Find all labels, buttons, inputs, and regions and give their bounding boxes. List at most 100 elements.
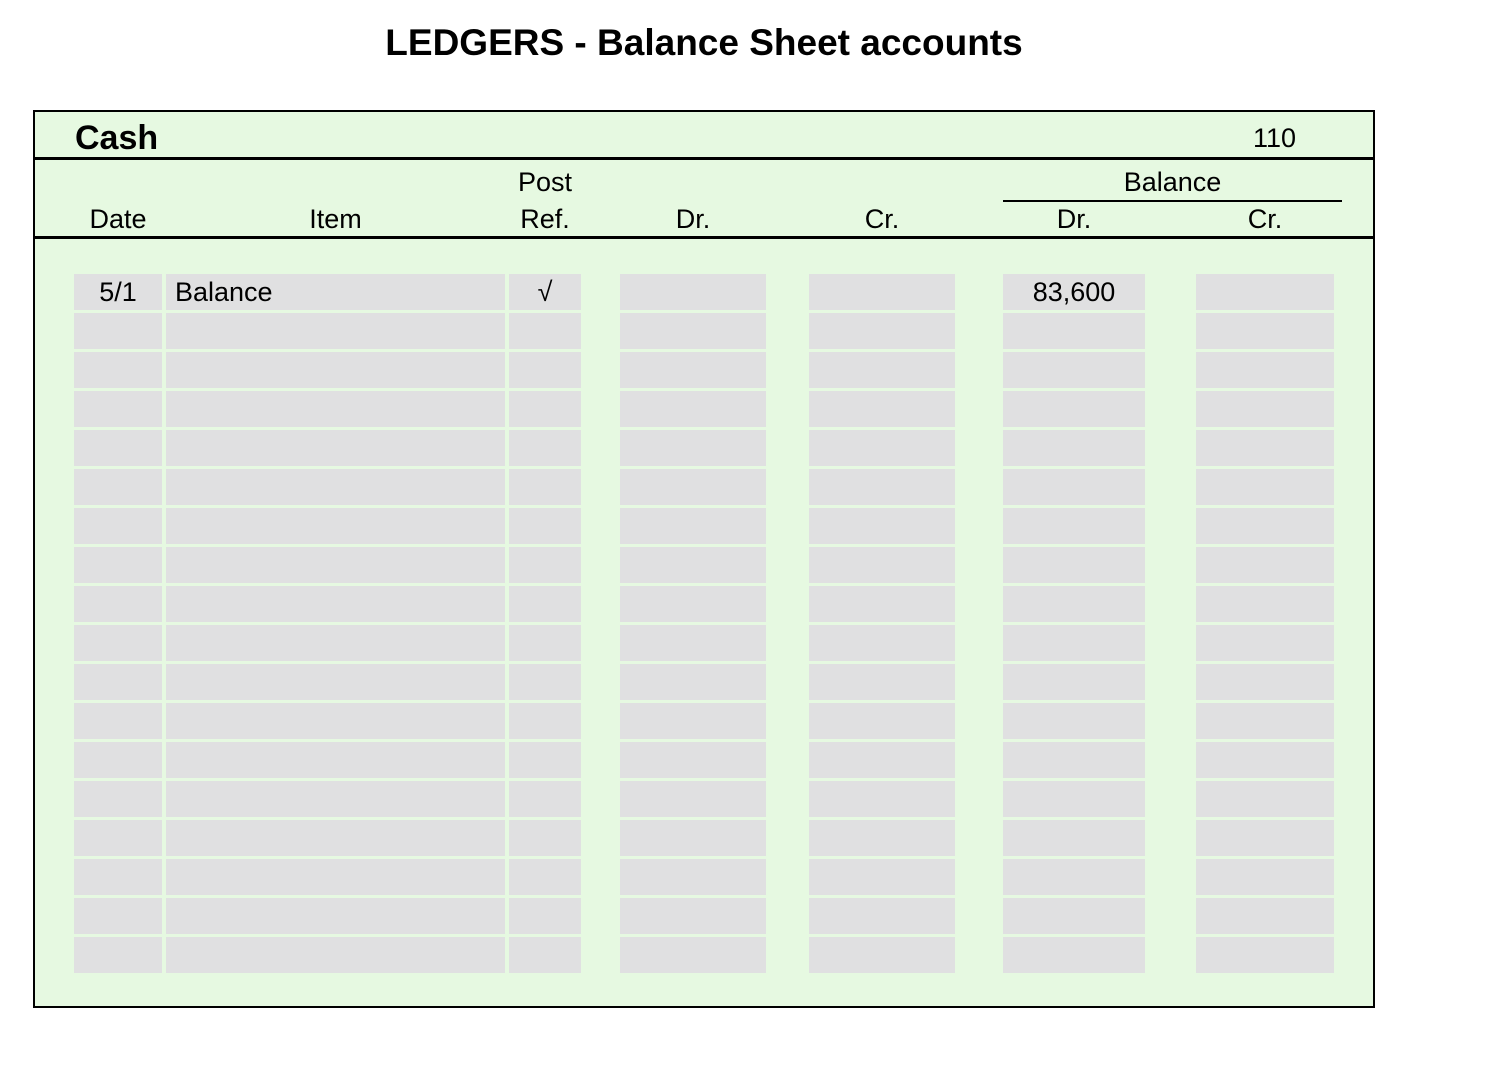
cell-dr[interactable]: [620, 898, 766, 934]
cell-item[interactable]: [166, 898, 505, 934]
cell-dr[interactable]: [620, 313, 766, 349]
cell-balance-cr[interactable]: [1196, 820, 1334, 856]
cell-cr[interactable]: [809, 664, 955, 700]
cell-date[interactable]: [74, 586, 162, 622]
cell-dr[interactable]: [620, 781, 766, 817]
cell-dr[interactable]: [620, 547, 766, 583]
cell-dr[interactable]: [620, 742, 766, 778]
cell-item[interactable]: [166, 430, 505, 466]
cell-balance-cr[interactable]: [1196, 586, 1334, 622]
cell-dr[interactable]: [620, 625, 766, 661]
cell-item[interactable]: [166, 625, 505, 661]
cell-item[interactable]: [166, 547, 505, 583]
cell-item[interactable]: [166, 742, 505, 778]
cell-dr[interactable]: [620, 274, 766, 310]
cell-balance-dr[interactable]: [1003, 625, 1145, 661]
cell-balance-dr[interactable]: [1003, 820, 1145, 856]
cell-date[interactable]: 5/1: [74, 274, 162, 310]
cell-dr[interactable]: [620, 586, 766, 622]
cell-post-ref[interactable]: [509, 859, 581, 895]
cell-date[interactable]: [74, 898, 162, 934]
cell-item[interactable]: [166, 703, 505, 739]
cell-cr[interactable]: [809, 898, 955, 934]
cell-balance-cr[interactable]: [1196, 313, 1334, 349]
cell-date[interactable]: [74, 742, 162, 778]
cell-balance-dr[interactable]: [1003, 937, 1145, 973]
cell-balance-dr[interactable]: [1003, 547, 1145, 583]
cell-balance-cr[interactable]: [1196, 352, 1334, 388]
cell-cr[interactable]: [809, 859, 955, 895]
cell-balance-dr[interactable]: [1003, 508, 1145, 544]
cell-dr[interactable]: [620, 937, 766, 973]
cell-item[interactable]: [166, 391, 505, 427]
cell-post-ref[interactable]: [509, 586, 581, 622]
cell-post-ref[interactable]: [509, 313, 581, 349]
cell-balance-dr[interactable]: [1003, 664, 1145, 700]
cell-cr[interactable]: [809, 703, 955, 739]
cell-item[interactable]: [166, 508, 505, 544]
cell-balance-dr[interactable]: [1003, 703, 1145, 739]
cell-cr[interactable]: [809, 820, 955, 856]
cell-cr[interactable]: [809, 313, 955, 349]
cell-balance-dr[interactable]: 83,600: [1003, 274, 1145, 310]
cell-balance-cr[interactable]: [1196, 547, 1334, 583]
cell-post-ref[interactable]: [509, 508, 581, 544]
cell-post-ref[interactable]: [509, 781, 581, 817]
cell-balance-cr[interactable]: [1196, 859, 1334, 895]
cell-balance-cr[interactable]: [1196, 664, 1334, 700]
cell-date[interactable]: [74, 937, 162, 973]
cell-balance-cr[interactable]: [1196, 898, 1334, 934]
cell-date[interactable]: [74, 430, 162, 466]
cell-post-ref[interactable]: √: [509, 274, 581, 310]
cell-dr[interactable]: [620, 352, 766, 388]
cell-cr[interactable]: [809, 937, 955, 973]
cell-post-ref[interactable]: [509, 742, 581, 778]
cell-date[interactable]: [74, 313, 162, 349]
cell-item[interactable]: [166, 352, 505, 388]
cell-post-ref[interactable]: [509, 703, 581, 739]
cell-date[interactable]: [74, 508, 162, 544]
cell-post-ref[interactable]: [509, 391, 581, 427]
cell-date[interactable]: [74, 703, 162, 739]
cell-dr[interactable]: [620, 469, 766, 505]
cell-balance-dr[interactable]: [1003, 391, 1145, 427]
cell-post-ref[interactable]: [509, 430, 581, 466]
cell-cr[interactable]: [809, 742, 955, 778]
cell-balance-dr[interactable]: [1003, 313, 1145, 349]
cell-post-ref[interactable]: [509, 937, 581, 973]
cell-balance-cr[interactable]: [1196, 430, 1334, 466]
cell-cr[interactable]: [809, 430, 955, 466]
cell-dr[interactable]: [620, 508, 766, 544]
cell-post-ref[interactable]: [509, 664, 581, 700]
cell-balance-cr[interactable]: [1196, 274, 1334, 310]
cell-dr[interactable]: [620, 820, 766, 856]
cell-post-ref[interactable]: [509, 820, 581, 856]
cell-balance-dr[interactable]: [1003, 859, 1145, 895]
cell-dr[interactable]: [620, 703, 766, 739]
cell-cr[interactable]: [809, 625, 955, 661]
cell-item[interactable]: [166, 937, 505, 973]
cell-date[interactable]: [74, 625, 162, 661]
cell-balance-cr[interactable]: [1196, 625, 1334, 661]
cell-post-ref[interactable]: [509, 898, 581, 934]
cell-date[interactable]: [74, 820, 162, 856]
cell-post-ref[interactable]: [509, 547, 581, 583]
cell-item[interactable]: [166, 820, 505, 856]
cell-item[interactable]: Balance: [166, 274, 505, 310]
cell-post-ref[interactable]: [509, 625, 581, 661]
cell-cr[interactable]: [809, 781, 955, 817]
cell-cr[interactable]: [809, 547, 955, 583]
cell-cr[interactable]: [809, 586, 955, 622]
cell-balance-cr[interactable]: [1196, 937, 1334, 973]
cell-cr[interactable]: [809, 352, 955, 388]
cell-balance-dr[interactable]: [1003, 469, 1145, 505]
cell-item[interactable]: [166, 469, 505, 505]
cell-balance-dr[interactable]: [1003, 898, 1145, 934]
cell-balance-cr[interactable]: [1196, 508, 1334, 544]
cell-date[interactable]: [74, 469, 162, 505]
cell-balance-cr[interactable]: [1196, 742, 1334, 778]
cell-cr[interactable]: [809, 391, 955, 427]
cell-item[interactable]: [166, 664, 505, 700]
cell-date[interactable]: [74, 664, 162, 700]
cell-item[interactable]: [166, 313, 505, 349]
